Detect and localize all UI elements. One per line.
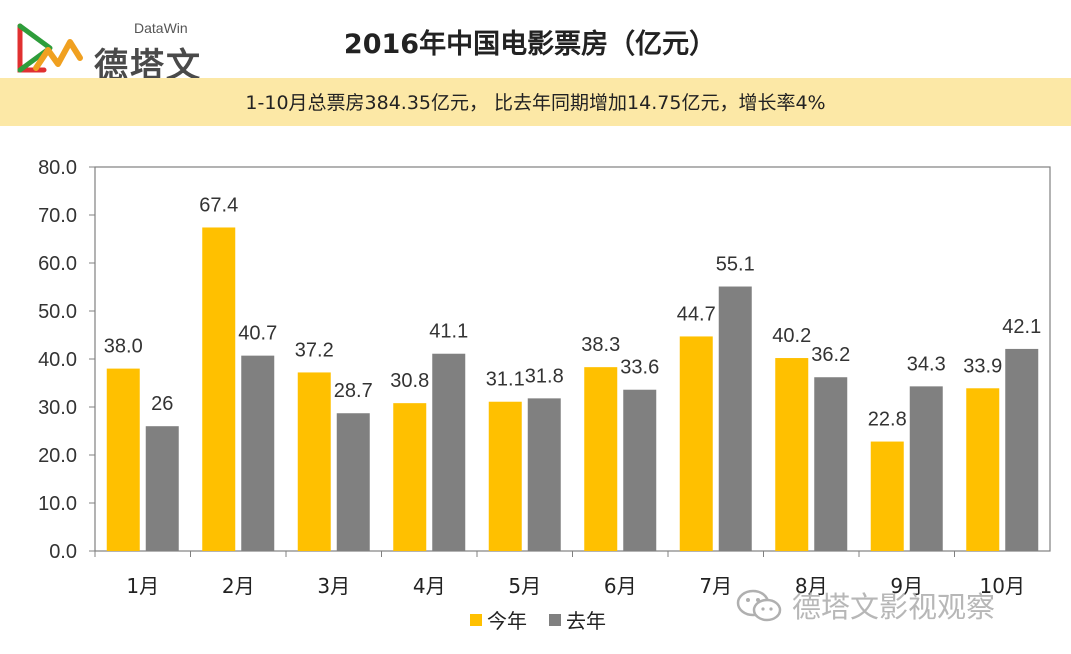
data-label: 42.1: [1002, 316, 1041, 338]
legend-label-last-year: 去年: [566, 609, 606, 633]
bar-last-year: [718, 286, 752, 551]
bar-last-year: [814, 377, 848, 551]
y-tick-label: 50.0: [38, 301, 77, 323]
bar-last-year: [1005, 348, 1039, 551]
y-tick-label: 0.0: [49, 541, 77, 563]
bar-this-year: [966, 388, 1000, 551]
logo-subtitle: DataWin: [134, 20, 188, 36]
x-tick-label: 1月: [126, 574, 159, 598]
legend-swatch-last-year: [549, 614, 561, 626]
legend-swatch-this-year: [470, 614, 482, 626]
x-tick-label: 8月: [795, 574, 828, 598]
data-label: 41.1: [429, 321, 468, 343]
bar-this-year: [202, 227, 236, 552]
bar-this-year: [393, 403, 427, 551]
data-label: 55.1: [716, 254, 755, 276]
datawin-logo: DataWin 德塔文: [14, 18, 214, 86]
x-tick-label: 5月: [508, 574, 541, 598]
data-label: 36.2: [811, 344, 850, 366]
bar-this-year: [106, 368, 140, 551]
data-label: 33.9: [963, 355, 1002, 377]
bar-last-year: [145, 426, 179, 551]
data-label: 40.2: [772, 325, 811, 347]
data-label: 22.8: [868, 409, 907, 431]
bar-last-year: [909, 386, 943, 551]
bar-this-year: [584, 367, 618, 551]
bar-last-year: [336, 413, 370, 551]
wechat-icon: [736, 589, 782, 622]
bar-last-year: [432, 353, 466, 551]
y-tick-label: 60.0: [38, 253, 77, 275]
data-label: 28.7: [334, 380, 373, 402]
y-tick-label: 20.0: [38, 445, 77, 467]
data-label: 26: [151, 393, 173, 415]
x-tick-label: 2月: [222, 574, 255, 598]
y-tick-label: 70.0: [38, 205, 77, 227]
data-label: 34.3: [907, 353, 946, 375]
data-labels: 38.0 26 67.4 40.7 37.228.7 30.8 41.1 31.1 31.8 38…: [104, 194, 1041, 430]
data-label: 37.2: [295, 339, 334, 361]
watermark-text: 德塔文影视观察: [792, 590, 996, 624]
y-tick-label: 40.0: [38, 349, 77, 371]
chart-subtitle: 1-10月总票房384.35亿元， 比去年同期增加14.75亿元，增长率4%: [245, 92, 826, 114]
data-label: 33.6: [620, 357, 659, 379]
y-tick-label: 10.0: [38, 493, 77, 515]
data-label: 38.0: [104, 336, 143, 358]
y-tick-label: 80.0: [38, 157, 77, 179]
bar-this-year: [297, 372, 331, 551]
datawin-logo-icon: [17, 23, 83, 73]
bar-last-year: [527, 398, 561, 551]
bar-last-year: [241, 355, 275, 551]
x-tick-label: 6月: [604, 574, 637, 598]
bar-this-year: [775, 358, 809, 551]
subtitle-band: [0, 78, 1071, 126]
x-tick-label: 10月: [980, 574, 1025, 598]
chart-title: 2016年中国电影票房（亿元）: [343, 29, 717, 60]
data-label: 31.8: [525, 365, 564, 387]
bar-last-year: [623, 389, 657, 551]
data-label: 38.3: [581, 334, 620, 356]
x-tick-label: 9月: [890, 574, 923, 598]
data-label: 44.7: [677, 303, 716, 325]
bar-this-year: [488, 401, 522, 551]
data-label: 40.7: [238, 323, 277, 345]
bar-this-year: [679, 336, 713, 551]
y-axis: 0.0 10.0 20.0 30.0 40.0 50.0 60.0 70.0 80.0: [38, 157, 95, 563]
legend-label-this-year: 今年: [487, 609, 527, 633]
bar-this-year: [870, 441, 904, 551]
data-label: 30.8: [390, 370, 429, 392]
data-label: 67.4: [199, 194, 238, 216]
x-tick-label: 3月: [317, 574, 350, 598]
bar-series: [106, 227, 1039, 552]
x-tick-label: 4月: [413, 574, 446, 598]
data-label: 31.1: [486, 369, 525, 391]
legend: 今年 去年: [470, 609, 606, 633]
x-axis: 1月 2月 3月 4月 5月 6月 7月 8月 9月 10月: [94, 551, 1025, 598]
y-tick-label: 30.0: [38, 397, 77, 419]
x-tick-label: 7月: [699, 574, 732, 598]
bar-chart: 0.0 10.0 20.0 30.0 40.0 50.0 60.0 70.0 80.0 38.0…: [38, 157, 1051, 633]
